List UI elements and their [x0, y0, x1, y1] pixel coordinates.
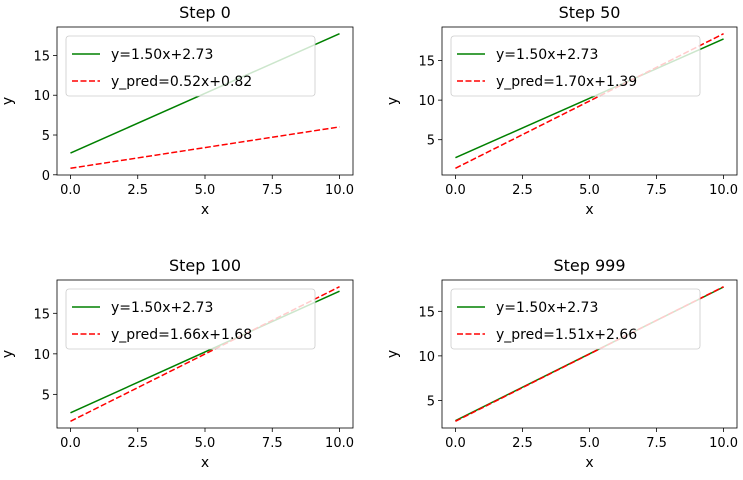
- x-tick-label: 5.0: [579, 183, 600, 198]
- legend: y=1.50x+2.73 y_pred=0.52x+0.82: [65, 35, 316, 97]
- y-tick-label: 10: [33, 348, 50, 363]
- x-tick-label: 5.0: [579, 436, 600, 451]
- legend-box: [65, 288, 316, 350]
- legend-box: [65, 35, 316, 97]
- x-tick-label: 10.0: [709, 183, 738, 198]
- legend-label: y=1.50x+2.73: [111, 300, 213, 316]
- legend-label: y=1.50x+2.73: [496, 300, 598, 316]
- y-tick-label: 10: [418, 94, 435, 109]
- subplot-3: 0.0 2.5 5.0 7.5 10.0 5 10 15 Step 999 x y y=1.50x+2…: [385, 256, 738, 471]
- legend-label: y_pred=1.70x+1.39: [496, 74, 637, 90]
- x-tick-label: 2.5: [512, 436, 533, 451]
- x-tick-label: 10.0: [325, 436, 354, 451]
- y-tick-label: 15: [33, 307, 50, 322]
- legend-label: y_pred=1.51x+2.66: [496, 327, 637, 343]
- legend-box: [450, 288, 701, 350]
- x-tick-label: 10.0: [325, 183, 354, 198]
- x-tick-label: 0.0: [60, 436, 81, 451]
- x-tick-label: 2.5: [127, 436, 148, 451]
- x-tick-label: 2.5: [512, 183, 533, 198]
- x-tick-label: 5.0: [195, 436, 216, 451]
- legend-label: y_pred=1.66x+1.68: [111, 327, 252, 343]
- y-tick-label: 5: [427, 394, 435, 409]
- y-axis-label: y: [385, 97, 401, 105]
- y-tick-label: 5: [42, 388, 50, 403]
- x-axis-label: x: [585, 202, 593, 218]
- x-tick-label: 5.0: [195, 183, 216, 198]
- y-tick-label: 5: [42, 129, 50, 144]
- x-axis-label: x: [585, 455, 593, 471]
- legend: y=1.50x+2.73 y_pred=1.70x+1.39: [450, 35, 701, 97]
- subplot-title: Step 50: [559, 3, 621, 22]
- y-tick-label: 10: [418, 350, 435, 365]
- x-axis-label: x: [201, 455, 209, 471]
- x-tick-label: 2.5: [127, 183, 148, 198]
- legend-label: y=1.50x+2.73: [111, 47, 213, 63]
- y-tick-label: 10: [33, 89, 50, 104]
- legend-label: y_pred=0.52x+0.82: [111, 74, 252, 90]
- y-axis-label: y: [0, 97, 16, 105]
- legend-box: [450, 35, 701, 97]
- x-tick-label: 7.5: [262, 436, 283, 451]
- subplot-title: Step 999: [553, 256, 625, 275]
- legend-label: y=1.50x+2.73: [496, 47, 598, 63]
- y-axis-label: y: [0, 350, 16, 358]
- x-tick-label: 0.0: [445, 436, 466, 451]
- y-tick-label: 15: [418, 305, 435, 320]
- x-tick-label: 0.0: [445, 183, 466, 198]
- x-axis-label: x: [201, 202, 209, 218]
- subplot-2: 0.0 2.5 5.0 7.5 10.0 5 10 15 Step 100 x y y=1.50x+2…: [0, 256, 354, 471]
- x-tick-label: 7.5: [262, 183, 283, 198]
- subplot-title: Step 0: [179, 3, 231, 22]
- x-tick-label: 10.0: [709, 436, 738, 451]
- y-tick-label: 0: [42, 169, 50, 184]
- subplot-1: 0.0 2.5 5.0 7.5 10.0 5 10 15 Step 50 x y y=1.50x+2.…: [385, 3, 738, 218]
- y-tick-label: 15: [418, 55, 435, 70]
- x-tick-label: 7.5: [646, 436, 667, 451]
- subplot-title: Step 100: [169, 256, 241, 275]
- x-tick-label: 7.5: [646, 183, 667, 198]
- y-axis-label: y: [385, 350, 401, 358]
- y-tick-label: 5: [427, 134, 435, 149]
- series-line-1: [70, 126, 340, 170]
- x-tick-label: 0.0: [60, 183, 81, 198]
- subplot-0: 0.0 2.5 5.0 7.5 10.0 0 5 10 15 Step 0 x y y=1.50x+2.…: [0, 3, 354, 218]
- legend: y=1.50x+2.73 y_pred=1.51x+2.66: [450, 288, 701, 350]
- legend: y=1.50x+2.73 y_pred=1.66x+1.68: [65, 288, 316, 350]
- y-tick-label: 15: [33, 49, 50, 64]
